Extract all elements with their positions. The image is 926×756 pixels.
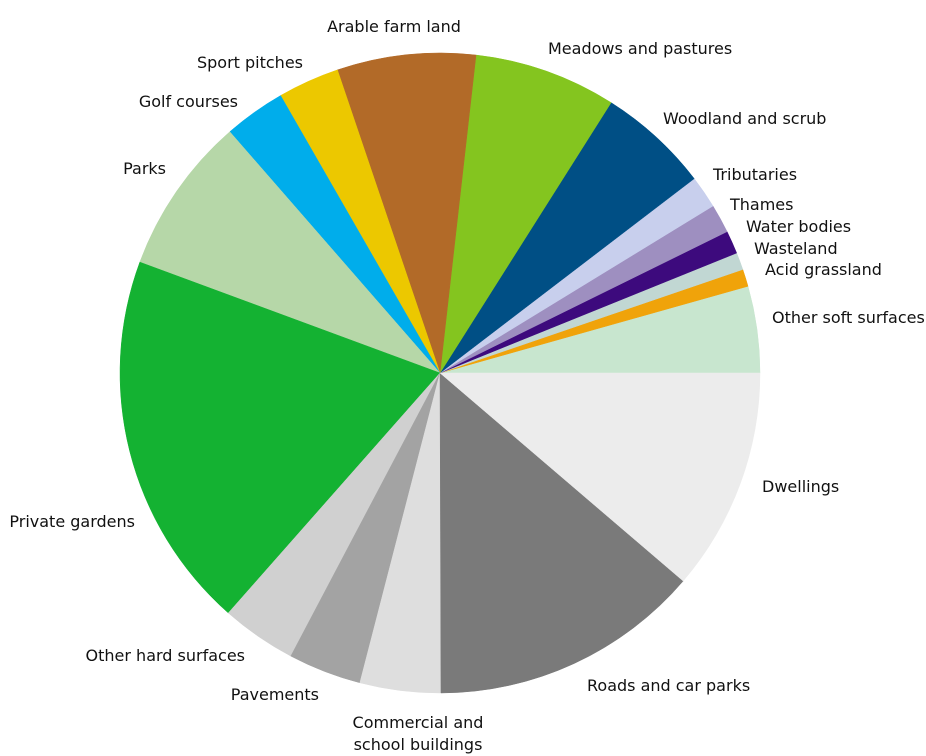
label-line-1: Commercial and: [353, 713, 484, 732]
label-thames: Thames: [729, 195, 793, 214]
label-other-hard-surfaces: Other hard surfaces: [86, 646, 245, 665]
label-pavements: Pavements: [231, 685, 319, 704]
slice-roads-and-car-parks: [439, 372, 684, 694]
slice-parks: [139, 131, 441, 374]
slice-dwellings: [439, 372, 761, 582]
label-line-2: school buildings: [354, 735, 483, 754]
pie-slices: [119, 52, 761, 694]
label-sport-pitches: Sport pitches: [197, 53, 303, 72]
pie-labels: Other soft surfaces Acid grassland Wastela…: [9, 17, 924, 754]
label-arable-farm-land: Arable farm land: [327, 17, 461, 36]
label-roads-and-car-parks: Roads and car parks: [587, 676, 750, 695]
label-acid-grassland: Acid grassland: [765, 260, 882, 279]
label-meadows-and-pastures: Meadows and pastures: [548, 39, 732, 58]
label-private-gardens: Private gardens: [9, 512, 135, 531]
label-commercial-and: Commercial and school buildings: [353, 713, 484, 754]
label-dwellings: Dwellings: [762, 477, 839, 496]
label-other-soft-surfaces: Other soft surfaces: [772, 308, 925, 327]
label-golf-courses: Golf courses: [139, 92, 238, 111]
label-parks: Parks: [123, 159, 166, 178]
slice-private-gardens: [119, 261, 441, 614]
label-tributaries: Tributaries: [712, 165, 797, 184]
label-water-bodies: Water bodies: [746, 217, 851, 236]
slice-meadows-and-pastures: [439, 54, 612, 374]
slice-arable-farm-land: [337, 52, 477, 374]
label-woodland-and-scrub: Woodland and scrub: [663, 109, 826, 128]
label-wasteland: Wasteland: [754, 239, 838, 258]
